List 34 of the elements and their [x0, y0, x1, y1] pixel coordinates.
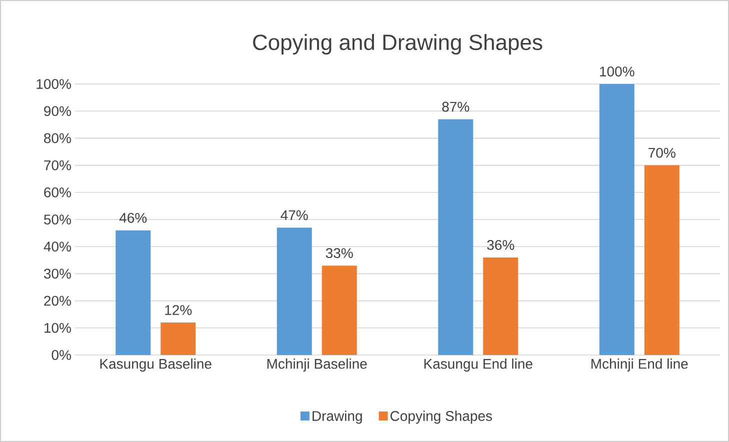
data-label: 33%	[326, 248, 353, 258]
legend-label: Drawing	[312, 410, 362, 424]
bar	[276, 228, 312, 355]
data-label: 87%	[442, 102, 470, 112]
y-tick-label: 30%	[44, 268, 71, 279]
data-label: 100%	[600, 66, 634, 76]
legend-label: Copying Shapes	[390, 410, 492, 424]
chart-title: Copying and Drawing Shapes	[253, 34, 542, 54]
data-label: 12%	[165, 305, 192, 315]
bar	[322, 266, 357, 355]
x-tick-label: Mchinji End line	[592, 358, 688, 372]
y-tick-label: 70%	[44, 160, 71, 170]
y-tick-label: 20%	[44, 296, 71, 306]
data-label: 70%	[648, 148, 676, 158]
x-tick-label: Kasungu Baseline	[100, 358, 212, 372]
y-tick-label: 10%	[44, 322, 71, 333]
y-tick-label: 80%	[44, 133, 71, 144]
y-tick-label: 100%	[36, 79, 71, 89]
y-tick-label: 90%	[44, 106, 71, 116]
bar	[644, 165, 680, 355]
bar	[438, 119, 474, 355]
bar	[160, 322, 196, 355]
bar	[116, 230, 151, 355]
x-tick-label: Mchinji Baseline	[267, 358, 367, 372]
data-label: 46%	[119, 212, 147, 223]
y-tick-label: 50%	[44, 214, 71, 224]
data-label: 36%	[487, 240, 514, 250]
y-tick-label: 0%	[52, 350, 71, 360]
y-tick-label: 40%	[44, 242, 71, 252]
y-tick-label: 60%	[44, 187, 71, 198]
data-label: 47%	[280, 210, 308, 220]
bar	[483, 257, 518, 355]
bar	[599, 84, 634, 355]
x-tick-label: Kasungu End line	[424, 358, 532, 372]
